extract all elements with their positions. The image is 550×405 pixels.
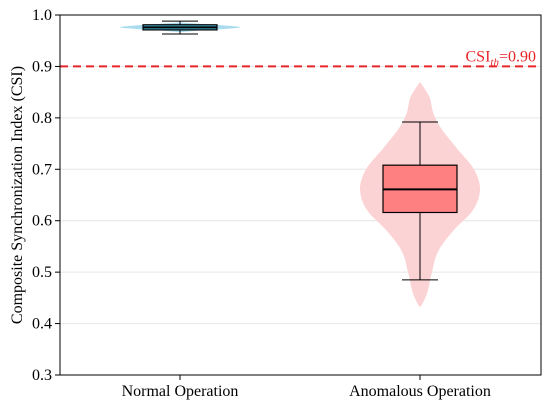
threshold-label-sub: th (490, 56, 499, 68)
y-tick-label: 0.8 (32, 110, 52, 127)
y-tick-label: 0.6 (32, 213, 52, 230)
box-plots (142, 20, 458, 281)
y-tick-label: 0.3 (32, 367, 52, 384)
x-tick-label: Normal Operation (122, 383, 239, 400)
y-tick-label: 0.5 (32, 264, 52, 281)
x-tick-label: Anomalous Operation (349, 383, 491, 400)
y-tick-label: 0.7 (32, 161, 52, 178)
plot-frame (59, 14, 542, 376)
threshold: CSIth=0.90 (60, 48, 541, 68)
threshold-label-value: =0.90 (499, 48, 536, 65)
y-axis-label: Composite Synchronization Index (CSI) (9, 66, 26, 324)
y-tick-label: 0.4 (32, 316, 52, 333)
y-tick-label: 0.9 (32, 58, 52, 75)
threshold-label-main: CSI (466, 48, 491, 65)
y-axis: 0.3 0.4 0.5 0.6 0.7 0.8 0.9 1.0 (32, 7, 60, 384)
threshold-label: CSIth=0.90 (466, 48, 537, 68)
x-axis: Normal Operation Anomalous Operation (122, 375, 491, 400)
y-tick-label: 1.0 (32, 7, 52, 24)
